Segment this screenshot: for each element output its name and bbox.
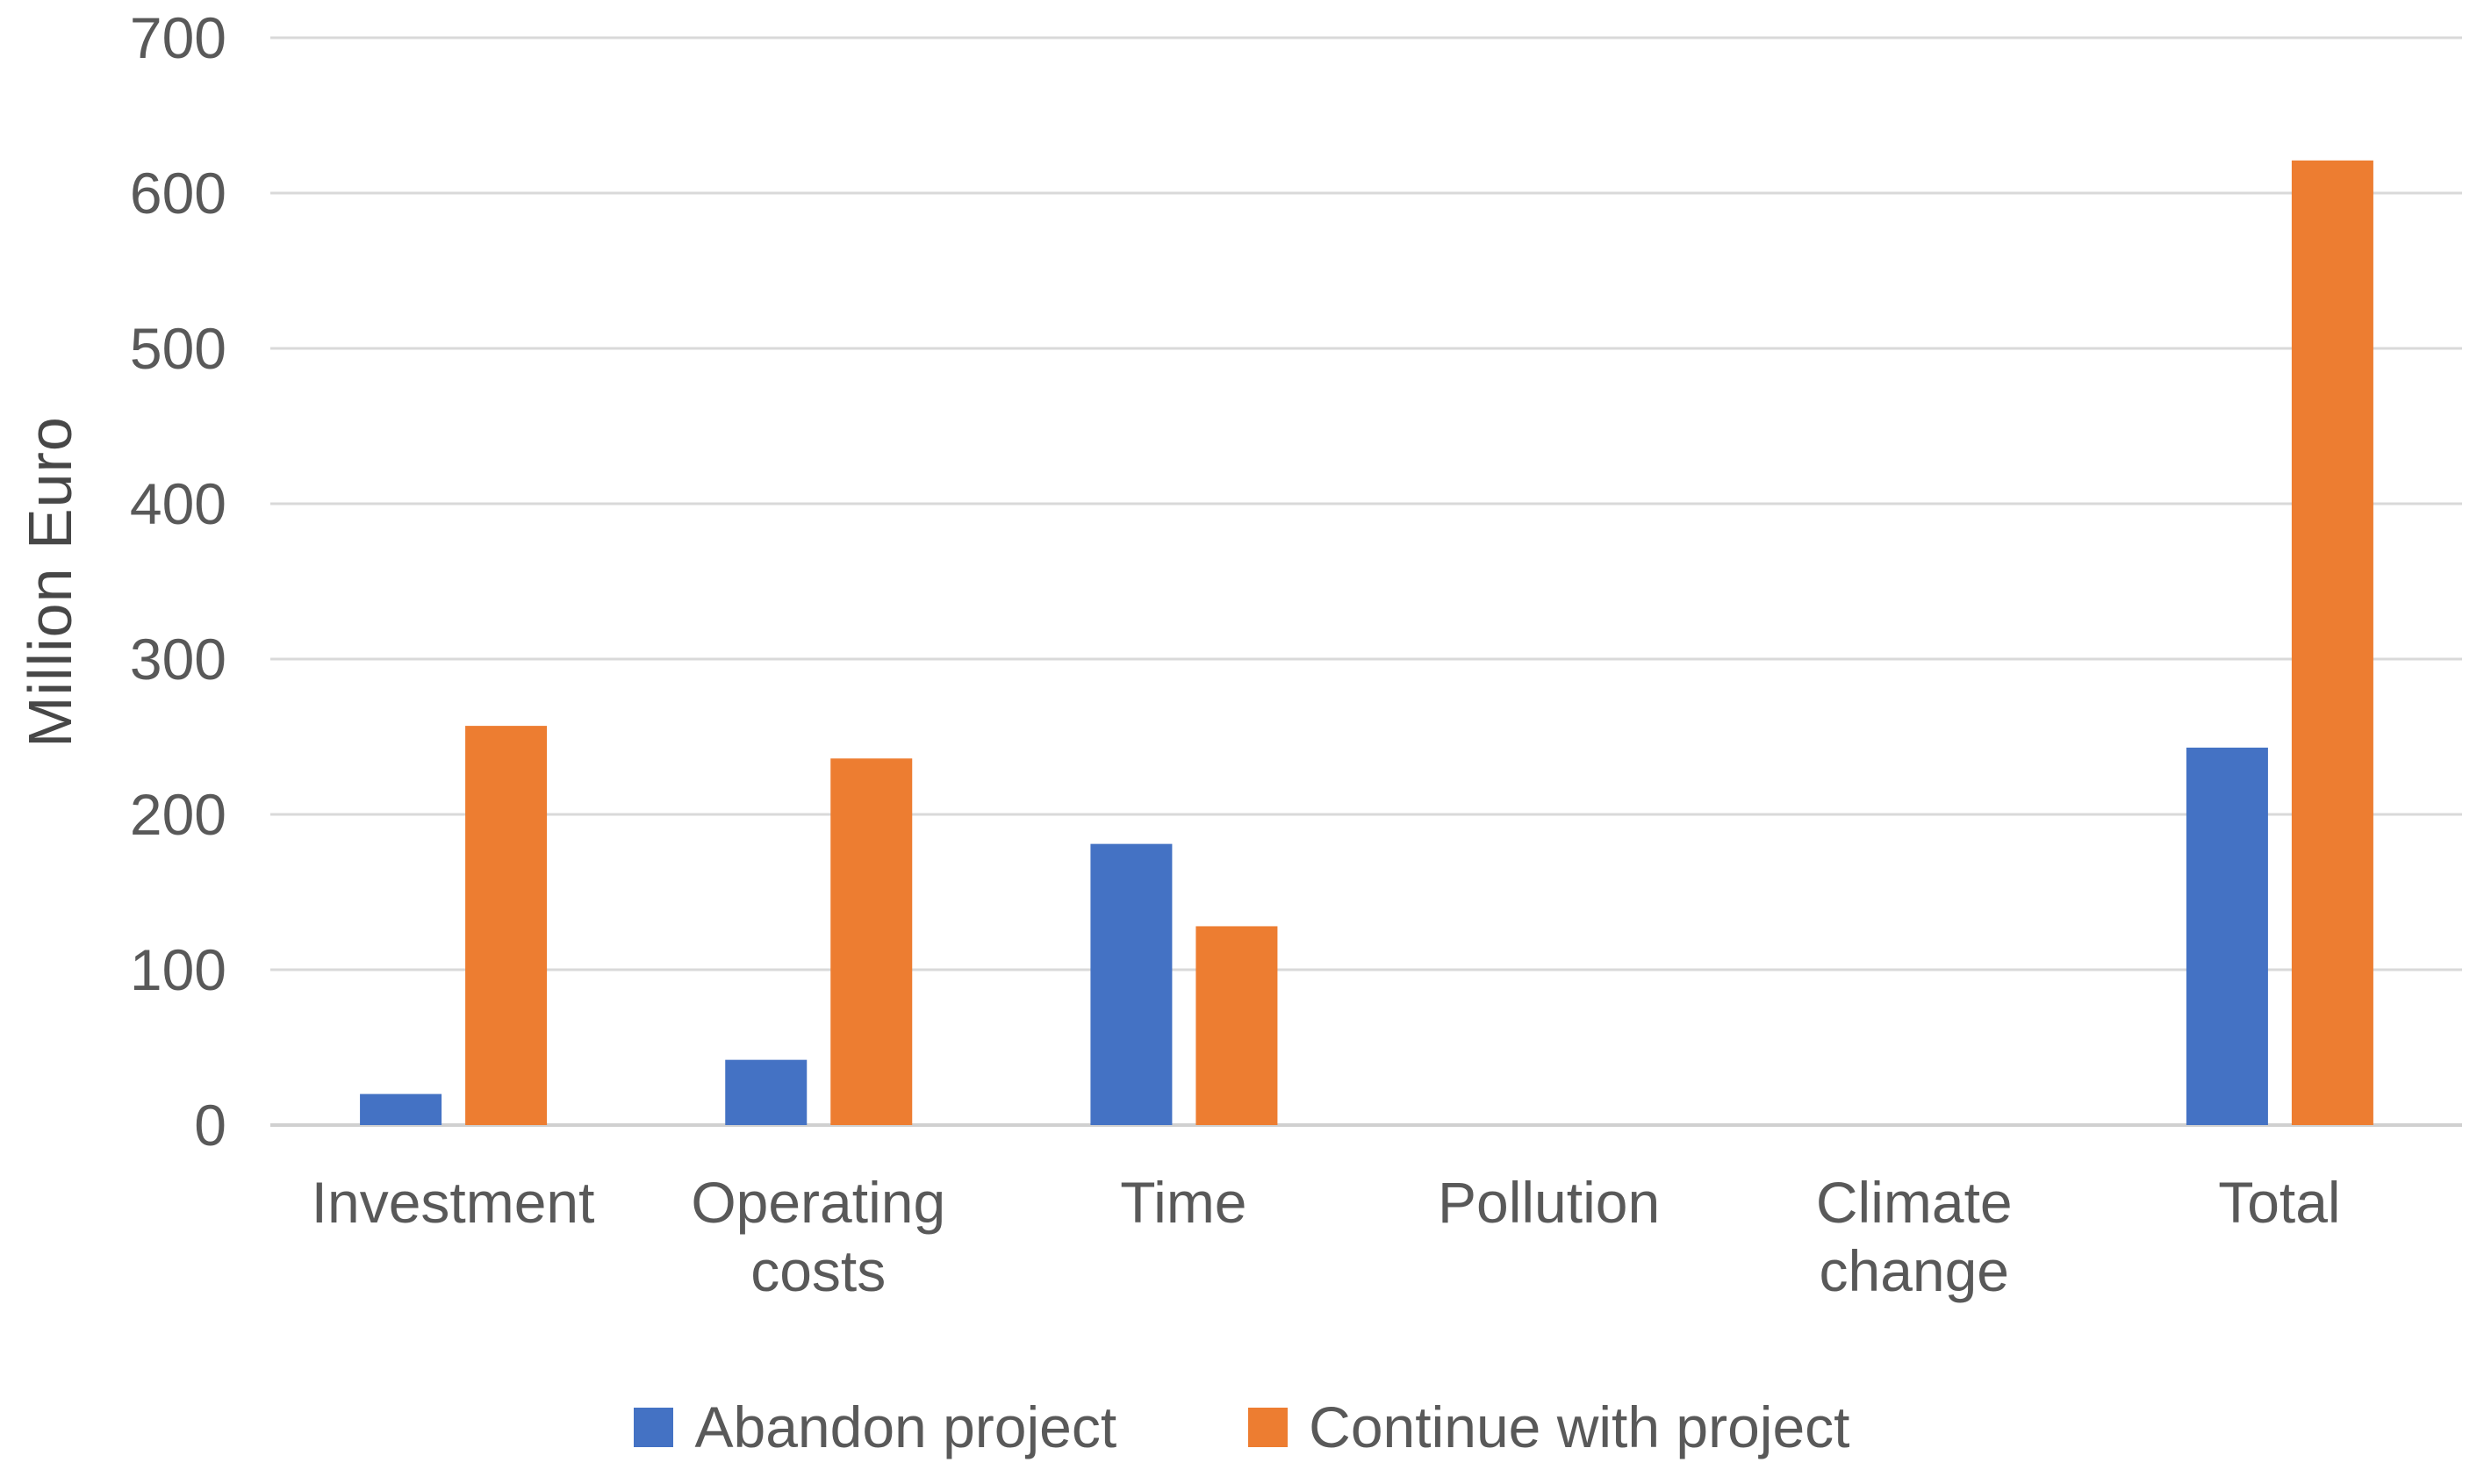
bar-abandon-project-operating-costs — [725, 1059, 808, 1125]
x-category-label-investment: Investment — [311, 1170, 595, 1235]
y-tick-label-600: 600 — [129, 161, 226, 226]
bar-abandon-project-investment — [360, 1093, 442, 1125]
x-category-label-total: Total — [2218, 1170, 2341, 1235]
bar-abandon-project-time — [1090, 843, 1173, 1125]
y-tick-label-0: 0 — [194, 1093, 226, 1158]
y-tick-label-700: 700 — [129, 5, 226, 70]
bar-continue-with-project-time — [1195, 926, 1278, 1125]
legend-label-abandon-project: Abandon project — [694, 1394, 1117, 1459]
x-category-label-time: Time — [1120, 1170, 1247, 1235]
x-category-label-pollution: Pollution — [1437, 1170, 1661, 1235]
legend-item-continue-with-project: Continue with project — [1248, 1394, 1850, 1460]
bar-continue-with-project-total — [2291, 160, 2373, 1126]
y-tick-label-500: 500 — [129, 316, 226, 381]
legend-item-abandon-project: Abandon project — [634, 1394, 1116, 1460]
legend: Abandon project Continue with project — [0, 1394, 2484, 1460]
bar-abandon-project-total — [2186, 747, 2268, 1125]
y-tick-label-300: 300 — [129, 627, 226, 692]
y-tick-label-400: 400 — [129, 471, 226, 536]
x-category-label-operating-costs: Operating costs — [691, 1170, 946, 1303]
y-tick-label-100: 100 — [129, 937, 226, 1002]
legend-label-continue-with-project: Continue with project — [1309, 1394, 1850, 1459]
bar-continue-with-project-operating-costs — [830, 758, 913, 1125]
x-category-label-climate-change: Climate change — [1815, 1170, 2013, 1303]
legend-swatch-continue-with-project — [1248, 1407, 1289, 1447]
legend-swatch-abandon-project — [634, 1407, 674, 1447]
y-tick-label-200: 200 — [129, 782, 226, 847]
bar-continue-with-project-investment — [465, 726, 548, 1125]
